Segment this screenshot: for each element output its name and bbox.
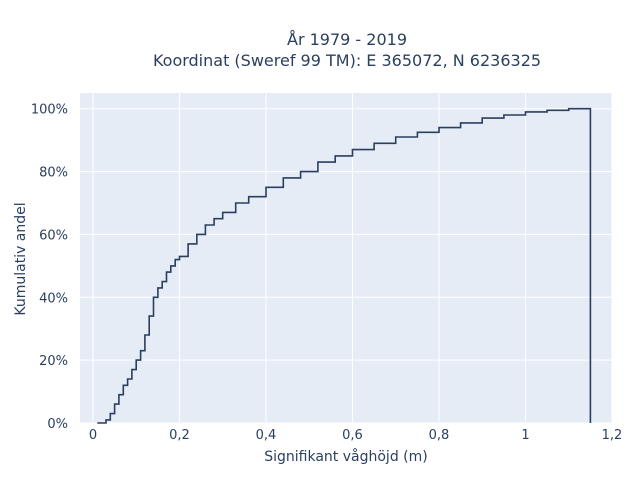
x-tick-label: 0,8 <box>429 428 450 443</box>
chart-title-line2: Koordinat (Sweref 99 TM): E 365072, N 62… <box>153 51 541 70</box>
x-tick-label: 0,2 <box>169 428 190 443</box>
y-tick-label: 40% <box>39 291 68 306</box>
plot-area <box>80 93 612 423</box>
y-tick-label: 100% <box>31 103 68 118</box>
x-tick-label: 1 <box>521 428 529 443</box>
y-tick-label: 60% <box>39 228 68 243</box>
cdf-step-line <box>97 107 592 424</box>
grid-lines <box>80 93 613 424</box>
y-axis-title: Kumulativ andel <box>13 202 29 315</box>
x-tick-label: 0,6 <box>342 428 363 443</box>
y-tick-label: 80% <box>39 166 68 181</box>
x-axis-ticks: 0 0,2 0,4 0,6 0,8 1 1,2 <box>89 428 623 443</box>
y-axis-ticks: 0% 20% 40% 60% 80% 100% <box>31 103 68 432</box>
series-layer <box>97 107 592 424</box>
x-tick-label: 1,2 <box>602 428 623 443</box>
x-tick-label: 0,4 <box>256 428 277 443</box>
y-tick-label: 0% <box>47 417 68 432</box>
y-tick-label: 20% <box>39 354 68 369</box>
x-axis-title: Signifikant våghöjd (m) <box>264 448 427 465</box>
chart-title-line1: År 1979 - 2019 <box>287 30 407 49</box>
x-tick-label: 0 <box>89 428 97 443</box>
